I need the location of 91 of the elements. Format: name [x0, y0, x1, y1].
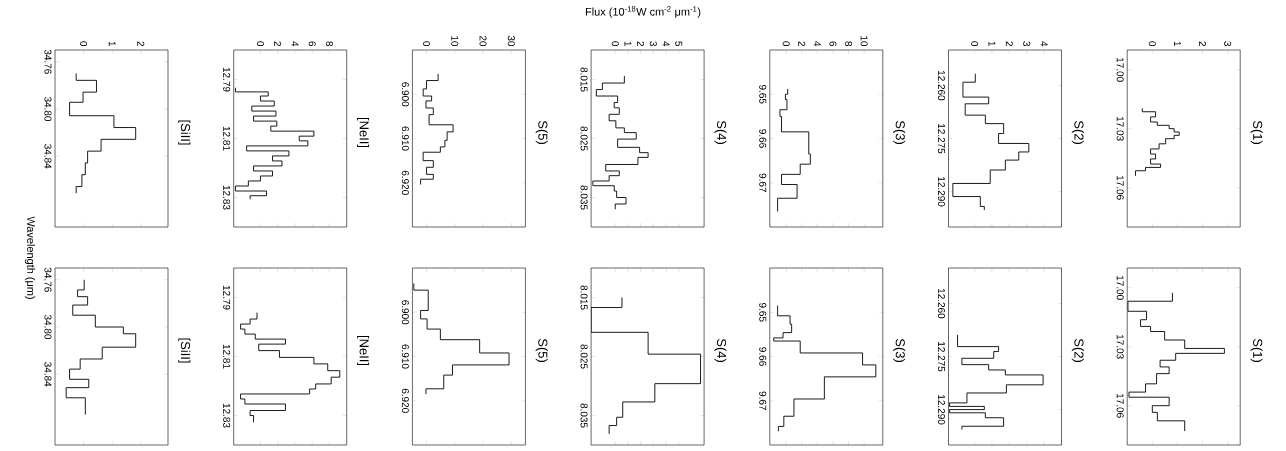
x-tick-label: 1 [624, 41, 632, 46]
text: S(3) [893, 120, 906, 144]
x-tick-label: 0 [971, 41, 979, 47]
y-tick-label: 9.65 [759, 303, 767, 322]
x-tick-label: 20 [479, 35, 487, 47]
y-tick-label: 34.84 [44, 144, 52, 169]
text: S(4) [714, 338, 727, 362]
text: S(2) [1071, 120, 1084, 144]
x-tick-label: 1 [108, 41, 116, 46]
y-tick-label: 9.66 [759, 347, 767, 366]
x-tick-label: 3 [1224, 41, 1232, 47]
x-tick-label: 2 [1199, 41, 1207, 46]
y-tick-label: 17.06 [1116, 393, 1124, 418]
x-tick-label: 0 [611, 41, 619, 47]
y-tick-label: 12.290 [937, 177, 945, 207]
x-tick-label: 0 [1148, 41, 1156, 47]
y-tick-label: 34.80 [44, 96, 52, 122]
x-tick-label: 0 [782, 41, 790, 47]
x-tick-label: 2 [798, 41, 806, 46]
text: S(3) [893, 338, 906, 362]
y-tick-label: 6.920 [401, 388, 409, 413]
text: [NeII] [357, 117, 370, 148]
x-tick-label: 2 [137, 41, 145, 46]
text: S(5) [535, 120, 548, 144]
y-tick-label: 12.275 [937, 342, 945, 372]
y-tick-label: 6.910 [401, 126, 409, 151]
y-tick-label: 12.260 [937, 288, 945, 319]
x-tick-label: 2 [274, 41, 282, 46]
x-tick-label: 3 [649, 41, 657, 47]
y-axis-title: Wavelength (μm) [24, 216, 36, 299]
y-tick-label: 12.81 [223, 126, 231, 151]
text: [NeII] [357, 335, 370, 366]
y-tick-label: 6.920 [401, 170, 409, 195]
text: S(1) [1250, 338, 1263, 362]
y-tick-label: 17.00 [1116, 57, 1124, 82]
x-tick-label: 8 [325, 41, 333, 47]
x-tick-label: 8 [845, 41, 853, 47]
x-tick-label: 3 [1023, 41, 1031, 47]
y-tick-label: 12.79 [223, 285, 231, 310]
x-tick-label: 0 [256, 41, 264, 47]
x-tick-label: 6 [829, 41, 837, 47]
y-tick-label: 6.900 [401, 300, 409, 325]
text: S(1) [1250, 120, 1263, 144]
x-tick-label: 4 [813, 41, 821, 47]
x-tick-label: 4 [662, 41, 670, 47]
y-tick-label: 9.66 [759, 129, 767, 148]
y-tick-label: 12.79 [223, 67, 231, 92]
y-tick-label: 6.900 [401, 82, 409, 107]
y-tick-label: 8.025 [580, 344, 588, 369]
x-tick-label: 4 [291, 41, 299, 47]
text: S(2) [1071, 338, 1084, 362]
y-tick-label: 8.015 [580, 67, 588, 92]
x-tick-label: 10 [451, 36, 459, 47]
x-tick-label: 2 [637, 41, 645, 46]
y-tick-label: 12.260 [937, 70, 945, 101]
y-tick-label: 17.03 [1116, 116, 1124, 141]
x-axis-title: Flux (10$^{-18}$W cm$^{-2}$ μm$^{-1}$) [585, 6, 701, 18]
y-tick-label: 12.275 [937, 124, 945, 154]
text: S(4) [714, 120, 727, 144]
text: [SiII] [178, 120, 191, 145]
x-tick-label: 0 [80, 41, 88, 47]
y-tick-label: 8.015 [580, 285, 588, 310]
y-tick-label: 34.76 [44, 49, 52, 74]
x-tick-label: 4 [1040, 41, 1048, 47]
x-tick-label: 1 [988, 41, 996, 46]
x-tick-label: 1 [1174, 41, 1181, 46]
y-tick-label: 9.67 [759, 391, 767, 410]
x-tick-label: 2 [1005, 41, 1013, 46]
x-tick-label: 5 [675, 41, 683, 47]
text: [SiII] [178, 338, 191, 363]
y-tick-label: 12.83 [223, 185, 231, 210]
x-tick-label: 6 [308, 41, 316, 47]
y-tick-label: 9.67 [759, 173, 767, 192]
x-tick-label: 10 [860, 36, 868, 47]
x-tick-label: 30 [507, 35, 515, 47]
y-tick-label: 12.290 [937, 395, 945, 425]
y-tick-label: 17.03 [1116, 334, 1124, 359]
y-tick-label: 12.83 [223, 403, 231, 428]
y-tick-label: 8.025 [580, 126, 588, 151]
y-tick-label: 17.06 [1116, 175, 1124, 200]
y-tick-label: 8.035 [580, 403, 588, 428]
y-tick-label: 17.00 [1116, 275, 1124, 300]
y-tick-label: 34.80 [44, 314, 52, 340]
y-tick-label: 12.81 [223, 344, 231, 369]
text: S(5) [535, 338, 548, 362]
y-tick-label: 34.76 [44, 267, 52, 292]
y-tick-label: 6.910 [401, 344, 409, 369]
x-tick-label: 0 [423, 41, 431, 47]
y-tick-label: 9.65 [759, 85, 767, 104]
y-tick-label: 8.035 [580, 185, 588, 210]
y-tick-label: 34.84 [44, 362, 52, 387]
